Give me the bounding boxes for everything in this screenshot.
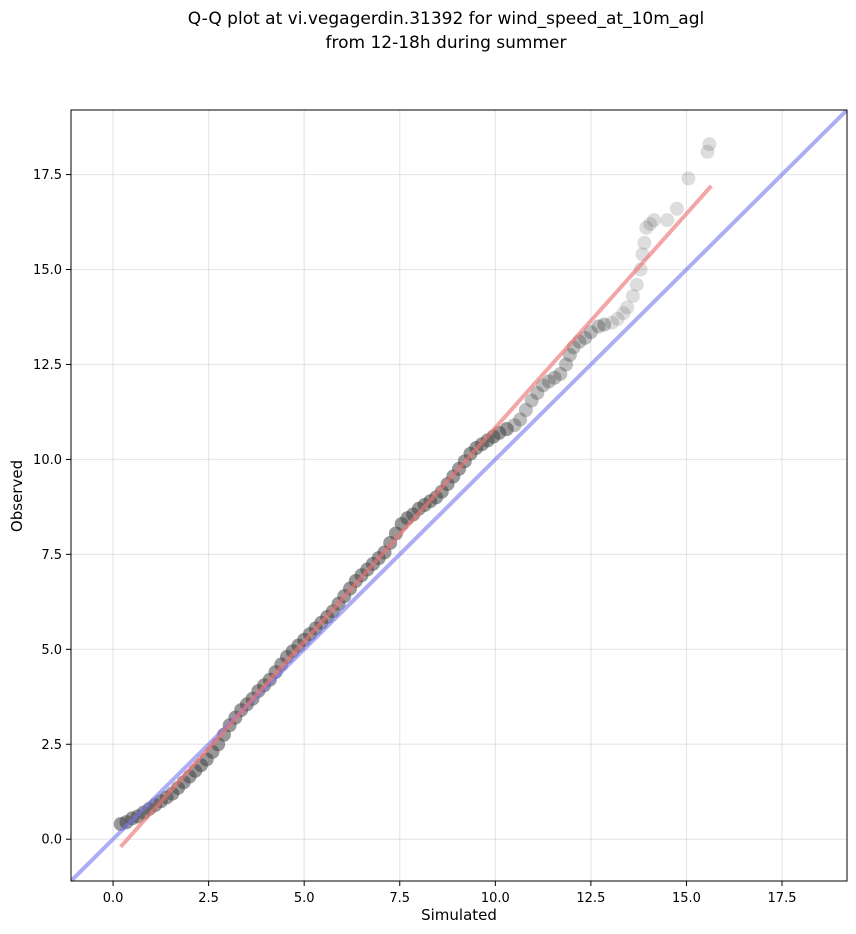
quantile-point: [700, 144, 715, 159]
x-tick-label: 10.0: [481, 891, 510, 906]
quantile-point: [625, 289, 640, 304]
quantile-point: [643, 216, 658, 231]
quantile-point: [562, 347, 577, 362]
y-tick-label: 2.5: [41, 738, 62, 753]
ticks: 0.0 2.5 5.0 7.5 10.0 12.5 15.0 17.5 0.0 2.5 5.0 7.5…: [33, 168, 796, 906]
quantile-point: [604, 315, 619, 330]
quantile-point: [637, 235, 652, 250]
quantile-point: [524, 393, 539, 408]
quantile-point: [553, 366, 568, 381]
quantile-point: [702, 137, 717, 152]
quantile-point: [583, 325, 598, 340]
quantile-point: [578, 330, 593, 345]
quantile-points: [113, 137, 717, 832]
lines: [71, 110, 847, 881]
chart-title-line-1: Q-Q plot at vi.vegagerdin.31392 for wind…: [188, 9, 704, 29]
quantile-point: [530, 385, 545, 400]
y-tick-label: 7.5: [41, 548, 62, 563]
y-axis-label: Observed: [8, 460, 26, 532]
quantile-point: [620, 300, 635, 315]
y-tick-label: 12.5: [33, 358, 62, 373]
x-tick-label: 15.0: [672, 891, 701, 906]
x-tick-label: 5.0: [294, 891, 315, 906]
quantile-point: [669, 201, 684, 216]
y-tick-label: 0.0: [41, 833, 62, 848]
quantile-point: [639, 220, 654, 235]
quantile-point: [597, 317, 612, 332]
y-tick-label: 17.5: [33, 168, 62, 183]
quantile-point: [629, 277, 644, 292]
reference-line: [71, 110, 847, 881]
x-axis-label: Simulated: [421, 906, 497, 924]
y-tick-label: 5.0: [41, 643, 62, 658]
quantile-point: [518, 403, 533, 418]
quantile-point: [616, 306, 631, 321]
y-tick-label: 15.0: [33, 263, 62, 278]
x-tick-label: 7.5: [389, 891, 410, 906]
quantile-point: [499, 422, 514, 437]
x-tick-label: 0.0: [103, 891, 124, 906]
fit-line: [119, 184, 713, 849]
quantile-point: [513, 412, 528, 427]
quantile-point: [541, 374, 556, 389]
quantile-point: [559, 357, 574, 372]
quantile-point: [536, 378, 551, 393]
quantile-point: [660, 213, 675, 228]
y-tick-label: 10.0: [33, 453, 62, 468]
quantile-point: [646, 213, 661, 228]
chart-title-line-2: from 12-18h during summer: [326, 33, 567, 53]
quantile-point: [591, 319, 606, 334]
quantile-point: [610, 311, 625, 326]
x-tick-label: 12.5: [576, 891, 605, 906]
quantile-point: [681, 171, 696, 186]
quantile-point: [507, 418, 522, 433]
plot-frame: [70, 109, 848, 882]
x-tick-label: 17.5: [768, 891, 797, 906]
quantile-point: [547, 370, 562, 385]
x-tick-label: 2.5: [198, 891, 219, 906]
